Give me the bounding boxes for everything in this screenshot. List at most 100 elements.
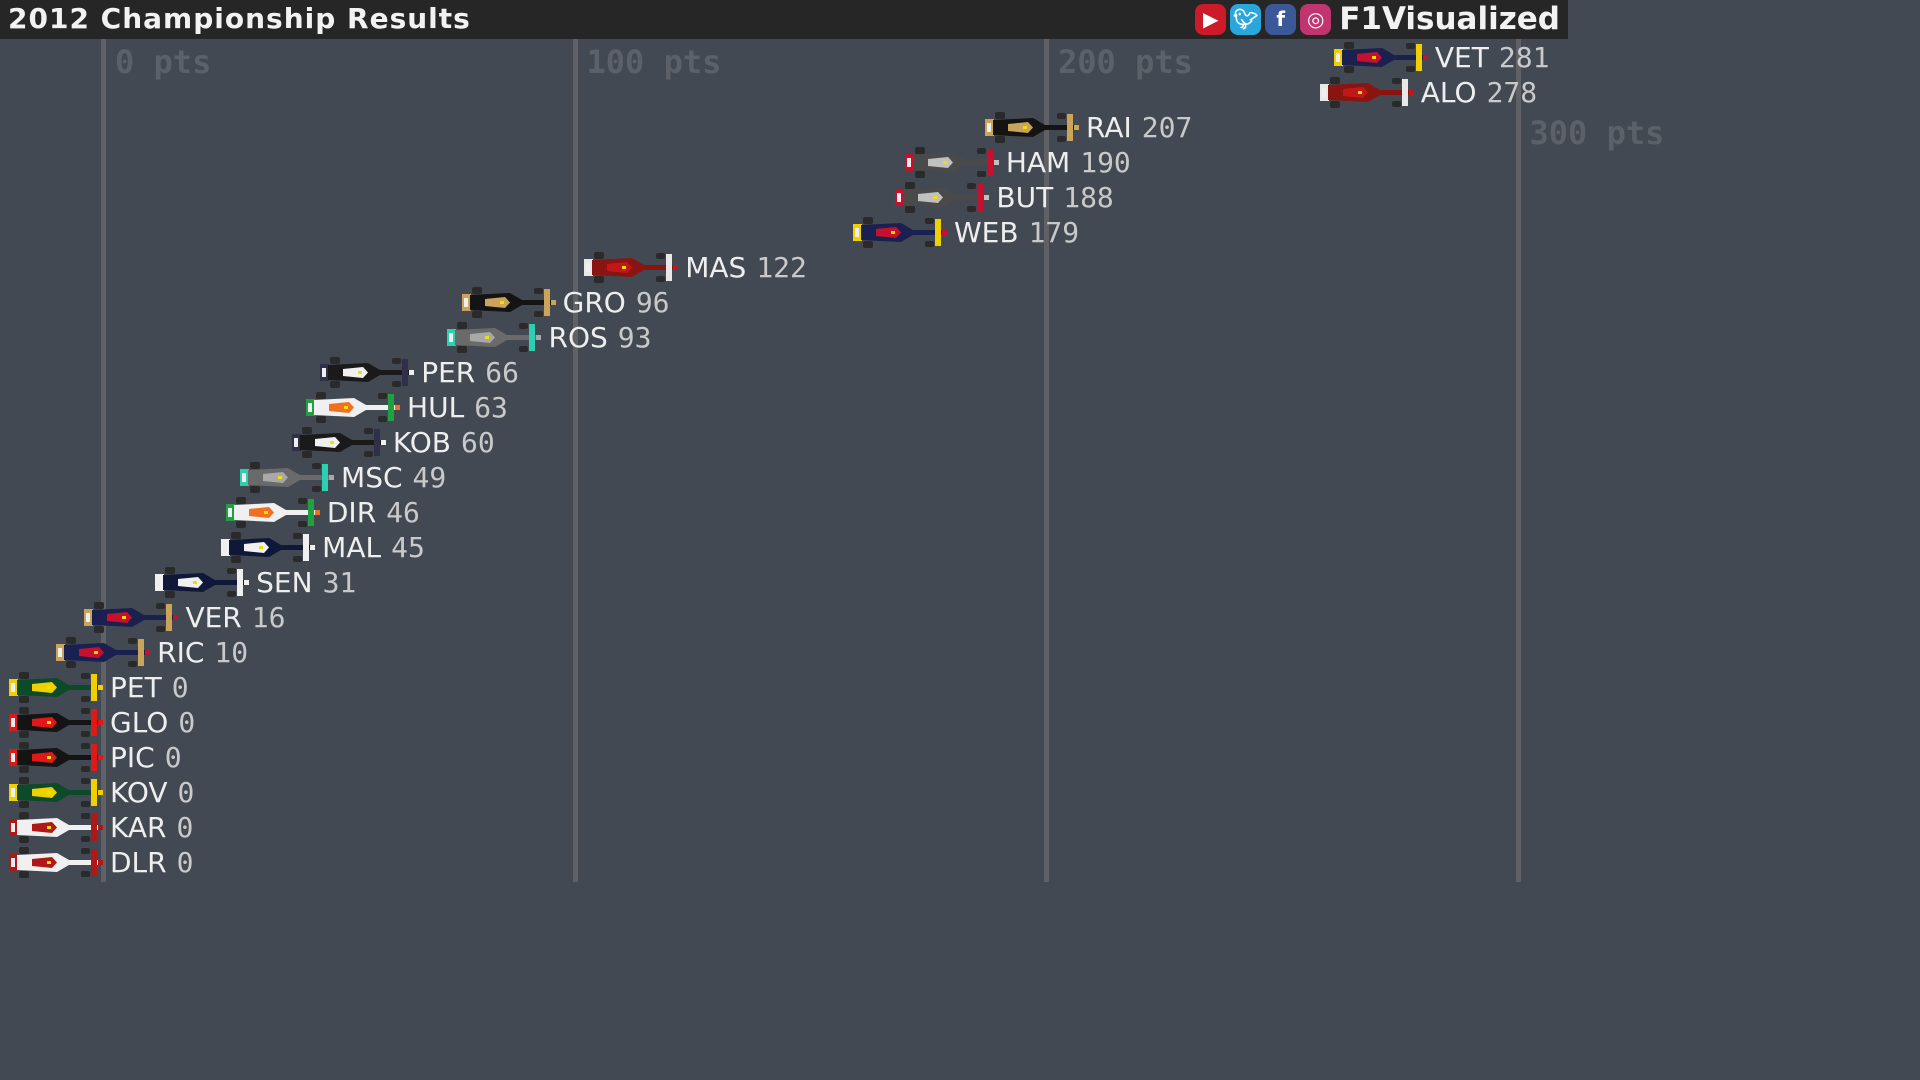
driver-code: PER — [421, 356, 476, 389]
driver-label: RIC 10 — [157, 635, 248, 670]
driver-label: PER 66 — [421, 355, 519, 390]
youtube-icon[interactable]: ▶ — [1195, 3, 1227, 35]
driver-label: SEN 31 — [256, 565, 356, 600]
driver-label: MAL 45 — [322, 530, 425, 565]
driver-label: GLO 0 — [110, 705, 195, 740]
car-bar — [9, 812, 103, 843]
car-bar — [9, 707, 103, 738]
gridline — [572, 39, 578, 882]
driver-code: GRO — [562, 286, 626, 319]
driver-code: ROS — [548, 321, 608, 354]
driver-label: VER 16 — [185, 600, 285, 635]
driver-label: PIC 0 — [110, 740, 182, 775]
car-bar — [306, 392, 401, 423]
driver-points: 10 — [214, 636, 249, 669]
driver-points: 0 — [178, 706, 196, 739]
car-bar — [155, 567, 250, 598]
driver-label: DLR 0 — [110, 845, 193, 880]
driver-points: 122 — [756, 251, 807, 284]
driver-label: WEB 179 — [954, 215, 1079, 250]
car-bar — [9, 847, 103, 878]
page-title: 2012 Championship Results — [8, 2, 471, 35]
driver-points: 46 — [386, 496, 420, 529]
driver-points: 281 — [1498, 41, 1550, 74]
instagram-icon[interactable]: ◎ — [1300, 3, 1332, 35]
driver-code: VET — [1434, 41, 1489, 74]
driver-label: KAR 0 — [110, 810, 193, 845]
facebook-icon[interactable]: f — [1265, 3, 1297, 35]
driver-label: ALO 278 — [1421, 75, 1537, 110]
driver-label: PET 0 — [110, 670, 189, 705]
driver-code: HUL — [407, 391, 465, 424]
driver-label: MAS 122 — [685, 250, 807, 285]
driver-label: KOB 60 — [393, 425, 495, 460]
driver-points: 188 — [1063, 181, 1114, 214]
x-tick-label: 100 pts — [586, 43, 722, 81]
driver-code: PET — [110, 671, 162, 704]
car-bar — [84, 602, 179, 633]
driver-points: 93 — [617, 321, 652, 354]
driver-points: 96 — [635, 286, 670, 319]
driver-label: ROS 93 — [548, 320, 651, 355]
driver-points: 0 — [164, 741, 182, 774]
car-bar — [1319, 77, 1414, 108]
driver-code: MSC — [341, 461, 403, 494]
car-bar — [240, 462, 335, 493]
driver-label: HUL 63 — [407, 390, 508, 425]
car-bar — [985, 112, 1079, 143]
driver-label: VET 281 — [1435, 40, 1550, 75]
car-bar — [225, 497, 320, 528]
driver-label: MSC 49 — [341, 460, 446, 495]
car-bar — [584, 252, 679, 283]
driver-code: ALO — [1420, 76, 1477, 109]
driver-code: SEN — [256, 566, 313, 599]
gridline — [1515, 39, 1521, 882]
driver-label: GRO 96 — [563, 285, 670, 320]
x-tick-label: 300 pts — [1529, 114, 1665, 152]
car-bar — [461, 287, 556, 318]
car-bar — [291, 427, 386, 458]
car-bar — [221, 532, 316, 563]
driver-points: 0 — [176, 846, 194, 879]
driver-code: DIR — [326, 496, 377, 529]
car-bar — [320, 357, 415, 388]
car-bar — [9, 777, 103, 808]
driver-points: 179 — [1028, 216, 1080, 249]
driver-points: 0 — [177, 776, 195, 809]
driver-points: 16 — [251, 601, 286, 634]
driver-label: BUT 188 — [996, 180, 1113, 215]
driver-points: 190 — [1080, 146, 1131, 179]
driver-code: KOB — [392, 426, 451, 459]
driver-code: KOV — [110, 776, 168, 809]
car-bar — [1333, 42, 1428, 73]
gridline — [101, 39, 106, 882]
car-bar — [447, 322, 542, 353]
car-bar — [9, 742, 103, 773]
twitter-icon[interactable]: 🐦︎ — [1230, 3, 1262, 35]
car-bar — [904, 147, 999, 178]
driver-code: KAR — [110, 811, 167, 844]
driver-points: 49 — [412, 461, 447, 494]
driver-label: HAM 190 — [1006, 145, 1131, 180]
driver-code: GLO — [110, 706, 169, 739]
driver-code: BUT — [996, 181, 1054, 214]
driver-code: HAM — [1005, 146, 1071, 179]
driver-points: 207 — [1141, 111, 1193, 144]
car-bar — [895, 182, 990, 213]
driver-points: 66 — [485, 356, 519, 389]
chart-area: VET 281 ALO 278 RAI 207 HAM 190 BUT 188 WEB 179 MAS 1… — [0, 39, 1664, 882]
driver-code: MAL — [322, 531, 382, 564]
car-bar — [56, 637, 151, 668]
brand-name: F1Visualized — [1339, 1, 1560, 37]
driver-points: 0 — [171, 671, 189, 704]
driver-points: 0 — [176, 811, 194, 844]
driver-points: 31 — [322, 566, 357, 599]
driver-label: DIR 46 — [327, 495, 420, 530]
x-tick-label: 200 pts — [1058, 43, 1193, 81]
driver-code: DLR — [110, 846, 167, 879]
x-tick-label: 0 pts — [115, 43, 212, 81]
header-bar: 2012 Championship Results ▶ 🐦︎ f ◎ F1Vis… — [0, 0, 1568, 39]
driver-points: 278 — [1486, 76, 1538, 109]
driver-label: RAI 207 — [1086, 110, 1192, 145]
driver-code: VER — [185, 601, 242, 634]
